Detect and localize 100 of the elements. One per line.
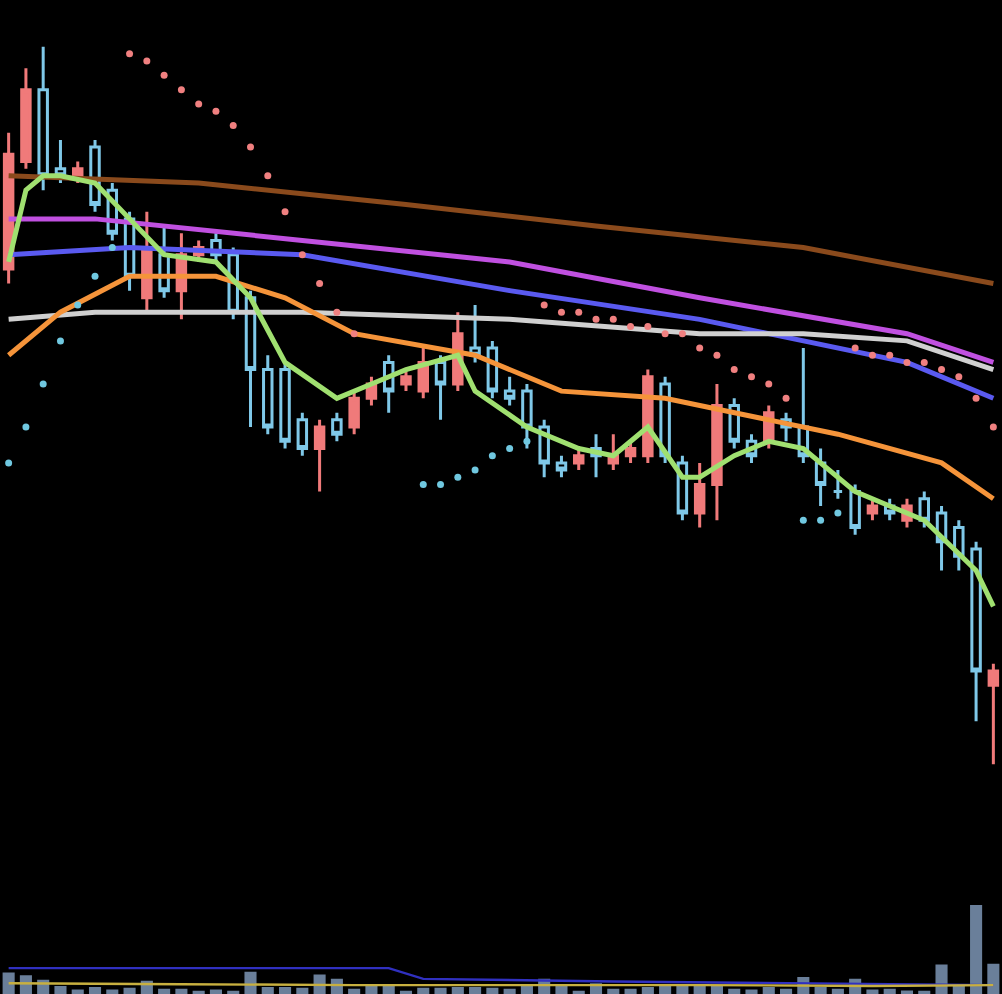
point [557, 308, 565, 316]
candlestick [400, 368, 412, 393]
point [419, 480, 427, 488]
candlestick [970, 540, 982, 723]
candlestick [590, 432, 602, 479]
bar [520, 985, 533, 994]
bar [780, 988, 793, 994]
bar [313, 974, 326, 994]
point [644, 323, 652, 331]
point [39, 380, 47, 388]
candlestick [227, 246, 239, 321]
point [229, 122, 237, 130]
point [834, 509, 842, 517]
point [264, 172, 272, 180]
point [868, 351, 876, 359]
candlestick [676, 454, 689, 522]
bar [417, 987, 430, 994]
bar [434, 987, 447, 994]
point [143, 57, 151, 65]
bar [762, 986, 775, 994]
bar [728, 988, 741, 994]
candlestick [37, 45, 49, 192]
candlestick [953, 518, 965, 573]
point [506, 445, 514, 453]
point [765, 380, 773, 388]
point [575, 308, 583, 316]
candlestick [469, 303, 481, 364]
candlestick [797, 346, 810, 465]
candlestick [434, 353, 447, 422]
bar [970, 904, 983, 994]
bar [451, 986, 464, 994]
point [488, 452, 496, 460]
point [851, 344, 859, 352]
candlestick [659, 375, 671, 465]
candlestick [89, 138, 101, 214]
candlestick [331, 411, 343, 443]
point [74, 301, 82, 309]
point [471, 466, 479, 474]
candlestick [279, 360, 291, 451]
point [782, 394, 790, 402]
candlestick [832, 468, 844, 501]
candlestick [106, 181, 119, 242]
point [247, 143, 254, 151]
bar [624, 988, 637, 994]
bar [88, 986, 102, 994]
bar [987, 963, 1000, 994]
bar [486, 987, 499, 994]
candlestick [624, 439, 637, 465]
point [5, 459, 13, 467]
bar [503, 988, 516, 994]
point [661, 330, 669, 338]
point [177, 86, 185, 94]
point [938, 366, 946, 374]
point [195, 100, 203, 108]
candlestick [486, 339, 499, 400]
candlestick [883, 497, 896, 522]
point [609, 315, 617, 323]
point [350, 330, 358, 338]
candlestick [693, 461, 706, 529]
candlestick [935, 504, 948, 573]
candlestick [20, 66, 32, 171]
point [799, 516, 807, 524]
candlestick [382, 353, 395, 415]
bar [348, 988, 361, 994]
point [696, 344, 704, 352]
point [91, 272, 99, 280]
candlestick [849, 482, 861, 537]
candlestick [313, 418, 326, 494]
candlestick [503, 375, 516, 407]
candlestick [296, 411, 309, 458]
bar [175, 988, 188, 994]
bar [261, 986, 274, 994]
candlestick [348, 389, 360, 436]
bar [814, 986, 827, 994]
point [108, 244, 116, 252]
point [56, 337, 64, 345]
bar [469, 986, 482, 994]
bar [693, 985, 706, 994]
point [540, 301, 548, 309]
candlestick [866, 497, 879, 522]
bar [296, 987, 309, 994]
bar [123, 987, 136, 994]
point [212, 107, 220, 115]
candlestick [607, 432, 620, 472]
candlestick [262, 353, 274, 436]
candlestick [573, 447, 585, 472]
bar [831, 988, 844, 994]
bar [2, 972, 15, 994]
bar [607, 988, 620, 994]
point [160, 71, 168, 79]
point [22, 423, 30, 431]
candlestick [918, 490, 930, 529]
point [298, 251, 306, 259]
point [903, 358, 911, 366]
candlestick [728, 396, 740, 451]
candlestick [244, 289, 257, 429]
point [281, 208, 289, 216]
point [989, 423, 997, 431]
bar [710, 985, 723, 994]
point [678, 330, 686, 338]
